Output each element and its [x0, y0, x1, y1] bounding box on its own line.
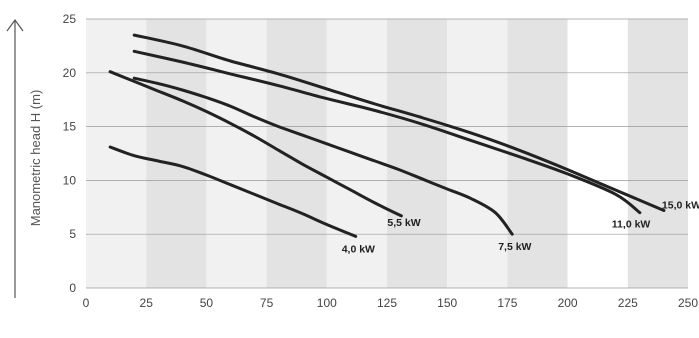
y-tick-labels: 0 5 10 15 20 25	[63, 12, 77, 295]
x-tick-labels: 0 25 50 75 100 125 150 175 200 225 250	[83, 296, 699, 310]
y-tick-label: 0	[69, 281, 76, 295]
x-tick-label: 25	[140, 296, 154, 310]
x-tick-label: 175	[497, 296, 517, 310]
x-tick-label: 0	[83, 296, 90, 310]
background-band	[206, 19, 267, 288]
y-tick-label: 10	[63, 173, 77, 187]
curve-label: 11,0 kW	[612, 219, 651, 231]
x-tick-label: 200	[558, 296, 578, 310]
x-tick-label: 100	[317, 296, 337, 310]
pump-curve	[132, 33, 666, 212]
curve-labels: 4,0 kW 5,5 kW 7,5 kW 11,0 kW 15,0 kW	[342, 200, 699, 256]
background-band	[627, 19, 688, 288]
pump-curve	[108, 70, 403, 218]
background-band	[387, 19, 448, 288]
y-axis-arrow	[6, 18, 24, 298]
pump-curve	[132, 49, 642, 215]
curve-label: 4,0 kW	[342, 243, 375, 255]
gridlines	[86, 18, 688, 289]
y-tick-label: 15	[63, 120, 77, 134]
curve-label: 5,5 kW	[387, 217, 420, 229]
y-axis-label: Manometric head H (m)	[28, 90, 43, 227]
x-tick-label: 250	[678, 296, 698, 310]
x-tick-label: 75	[260, 296, 274, 310]
background-band	[447, 19, 508, 288]
x-tick-label: 50	[200, 296, 214, 310]
curve-label: 15,0 kW	[662, 200, 699, 212]
y-tick-label: 25	[63, 12, 77, 26]
pump-curve	[108, 145, 358, 238]
background-band	[567, 19, 628, 288]
pump-curve	[132, 76, 514, 236]
y-tick-label: 20	[63, 66, 77, 80]
background-band	[146, 19, 207, 288]
pump-curves	[108, 33, 666, 238]
x-tick-label: 125	[377, 296, 397, 310]
curve-label: 7,5 kW	[498, 241, 531, 253]
x-tick-label: 225	[618, 296, 638, 310]
y-tick-label: 5	[69, 227, 76, 241]
background-band	[86, 19, 147, 288]
x-tick-label: 150	[437, 296, 457, 310]
background-band	[266, 19, 327, 288]
background-band	[507, 19, 568, 288]
